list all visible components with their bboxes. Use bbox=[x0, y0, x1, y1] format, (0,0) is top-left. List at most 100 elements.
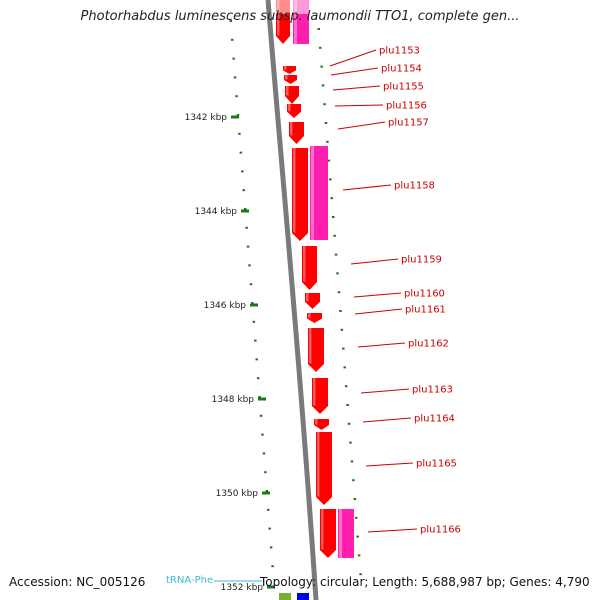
gene-label-text[interactable]: plu1155 bbox=[383, 82, 424, 93]
left-dot bbox=[252, 320, 256, 323]
gene-label-plu1158[interactable]: plu1158 bbox=[342, 181, 435, 192]
left-dot bbox=[249, 283, 253, 286]
gene-arrow-plu1154[interactable] bbox=[283, 66, 296, 74]
left-dot bbox=[239, 151, 243, 154]
gene-label-plu1157[interactable]: plu1157 bbox=[337, 118, 429, 130]
left-dot bbox=[262, 452, 266, 455]
gene-label-text[interactable]: plu1166 bbox=[420, 525, 461, 536]
gene-arrow-plu1155-highlight bbox=[286, 86, 289, 96]
gene-arrow-plu1155[interactable] bbox=[285, 86, 299, 104]
gene-label-plu1163[interactable]: plu1163 bbox=[360, 385, 453, 396]
left-dot bbox=[251, 302, 254, 304]
gene-arrow-plu1165-body bbox=[316, 432, 332, 505]
right-dot bbox=[356, 535, 359, 538]
gene-rev-plu1166[interactable] bbox=[338, 509, 354, 558]
gene-label-plu1153[interactable]: plu1153 bbox=[329, 46, 420, 67]
gene-label-text[interactable]: plu1163 bbox=[412, 385, 453, 396]
gene-arrow-plu1163[interactable] bbox=[312, 378, 328, 414]
gene-label-text[interactable]: plu1161 bbox=[405, 305, 446, 316]
scale-tick-mark bbox=[267, 585, 275, 589]
gene-arrow-plu1158-highlight bbox=[293, 148, 296, 233]
left-dot bbox=[256, 377, 260, 380]
trna-marker-green bbox=[279, 593, 291, 600]
gene-leader-line bbox=[337, 121, 386, 130]
right-dot bbox=[355, 516, 358, 519]
gene-arrow-plu1159[interactable] bbox=[302, 246, 317, 290]
viewer-title: Photorhabdus luminescens subsp. laumondi… bbox=[80, 9, 520, 24]
gene-leader-line bbox=[360, 388, 410, 394]
gene-arrow-plu1166-highlight bbox=[321, 509, 324, 550]
left-dot bbox=[259, 414, 263, 417]
right-dot bbox=[344, 385, 348, 388]
gene-features[interactable] bbox=[272, 0, 354, 558]
gene-arrow-plu1165[interactable] bbox=[316, 432, 332, 505]
gene-label-text[interactable]: plu1158 bbox=[394, 181, 435, 192]
gene-labels[interactable]: plu1153 plu1154 plu1155 plu1156 plu1157 plu11… bbox=[329, 46, 461, 536]
right-tick-dots bbox=[317, 28, 362, 576]
left-dot bbox=[269, 546, 273, 549]
scale-tick-label: 1344 kbp bbox=[195, 207, 238, 217]
right-dot bbox=[318, 46, 322, 49]
gene-label-text[interactable]: plu1165 bbox=[416, 459, 457, 470]
gene-label-text[interactable]: plu1154 bbox=[381, 64, 422, 75]
gene-label-plu1154[interactable]: plu1154 bbox=[330, 64, 422, 76]
gene-label-plu1160[interactable]: plu1160 bbox=[353, 289, 445, 300]
gene-label-text[interactable]: plu1156 bbox=[386, 101, 427, 112]
gene-leader-line bbox=[350, 258, 399, 265]
gene-label-text[interactable]: plu1164 bbox=[414, 414, 455, 425]
gene-arrow-plu1157-highlight bbox=[290, 122, 293, 136]
gene-arrow-plu1160-highlight bbox=[306, 293, 309, 302]
left-dot bbox=[235, 95, 238, 98]
topology-text: Topology: circular; Length: 5,688,987 bp… bbox=[260, 575, 590, 589]
gene-arrow-plu1162-highlight bbox=[309, 328, 312, 364]
gene-leader-line bbox=[365, 462, 414, 467]
gene-arrow-plu1160[interactable] bbox=[305, 293, 320, 309]
gene-arrow-plu1164[interactable] bbox=[314, 419, 329, 430]
gene-label-plu1162[interactable]: plu1162 bbox=[357, 339, 449, 350]
gene-rev-plu1158-highlight bbox=[311, 146, 314, 240]
trna-marker-blue bbox=[297, 593, 309, 600]
left-dot bbox=[258, 396, 261, 398]
gene-label-text[interactable]: plu1159 bbox=[401, 255, 442, 266]
right-dot bbox=[343, 366, 346, 369]
trna-feature[interactable]: tRNA-Phe bbox=[166, 575, 309, 600]
gene-label-text[interactable]: plu1160 bbox=[404, 289, 445, 300]
scale-tick-label: 1342 kbp bbox=[185, 113, 228, 123]
gene-arrow-plu1155a[interactable] bbox=[284, 75, 297, 84]
gene-arrow-plu1156-body bbox=[287, 104, 301, 118]
gene-rev-plu1158-body bbox=[310, 146, 328, 240]
left-dot bbox=[242, 189, 246, 192]
left-dot bbox=[236, 114, 240, 116]
gene-label-plu1159[interactable]: plu1159 bbox=[350, 255, 442, 266]
gene-arrow-plu1154-highlight bbox=[284, 66, 287, 71]
right-dot bbox=[333, 234, 336, 237]
gene-label-text[interactable]: plu1153 bbox=[379, 46, 420, 57]
gene-label-plu1164[interactable]: plu1164 bbox=[362, 414, 455, 425]
gene-label-text[interactable]: plu1162 bbox=[408, 339, 449, 350]
gene-label-plu1165[interactable]: plu1165 bbox=[365, 459, 457, 470]
trna-label[interactable]: tRNA-Phe bbox=[166, 575, 213, 586]
genome-backbone bbox=[265, 0, 319, 600]
gene-arrow-plu1156[interactable] bbox=[287, 104, 301, 118]
gene-rev-plu1158[interactable] bbox=[310, 146, 328, 240]
gene-arrow-plu1158[interactable] bbox=[292, 148, 308, 241]
left-dot bbox=[255, 358, 258, 361]
gene-label-plu1166[interactable]: plu1166 bbox=[367, 525, 461, 536]
gene-rev-plu1166-body bbox=[338, 509, 354, 558]
gene-arrow-plu1165-highlight bbox=[317, 432, 320, 497]
gene-arrow-plu1162[interactable] bbox=[308, 328, 324, 372]
gene-label-text[interactable]: plu1157 bbox=[388, 118, 429, 129]
gene-label-plu1155[interactable]: plu1155 bbox=[332, 82, 424, 93]
left-dot bbox=[261, 433, 264, 436]
gene-arrow-plu1161[interactable] bbox=[307, 313, 322, 323]
right-dot bbox=[331, 216, 335, 218]
gene-arrow-plu1161-highlight bbox=[308, 313, 311, 319]
right-dot bbox=[326, 140, 329, 143]
gene-arrow-plu1157[interactable] bbox=[289, 122, 304, 144]
gene-arrow-plu1166[interactable] bbox=[320, 509, 336, 558]
right-dot bbox=[357, 554, 361, 557]
gene-arrow-plu1158-body bbox=[292, 148, 308, 241]
gene-label-plu1156[interactable]: plu1156 bbox=[334, 101, 427, 112]
gene-label-plu1161[interactable]: plu1161 bbox=[354, 305, 446, 316]
